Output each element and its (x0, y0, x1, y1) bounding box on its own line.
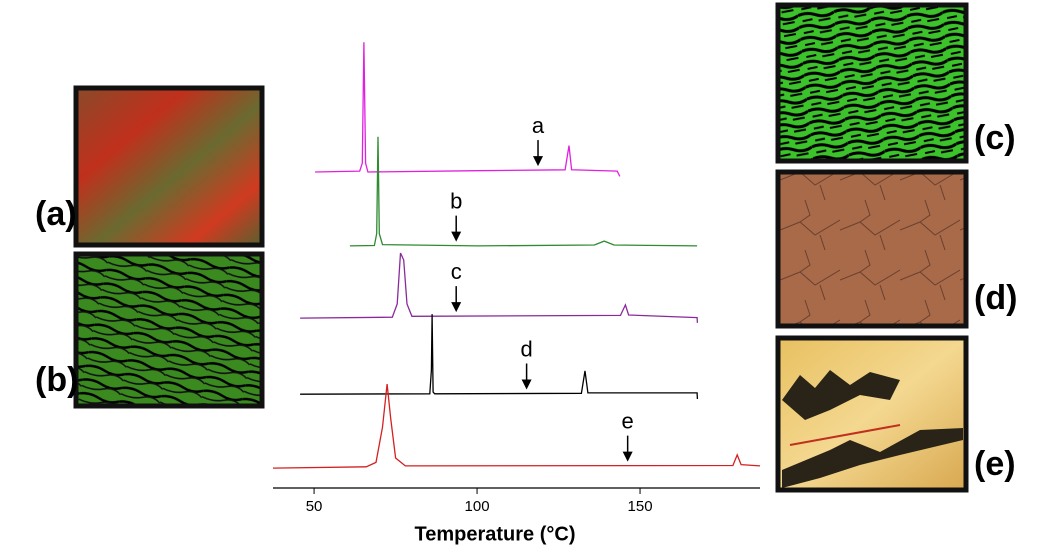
trace (349, 136, 698, 247)
trace (272, 384, 761, 469)
annotation-arrowhead (533, 156, 544, 167)
annotation-label: a (532, 113, 545, 138)
trace (300, 252, 699, 323)
x-axis-label: Temperature (°C) (415, 523, 576, 545)
annotation-arrowhead (622, 451, 633, 462)
micrograph-c (775, 2, 969, 164)
annotation-label: d (520, 336, 532, 361)
annotation-label: e (622, 408, 634, 433)
panel-label: (a) (35, 195, 77, 233)
micrograph-a (73, 85, 265, 248)
annotation-arrowhead (451, 231, 462, 242)
trace (300, 314, 699, 400)
micrograph-b (73, 251, 265, 409)
panel-label: (d) (974, 279, 1017, 317)
annotation-arrowhead (521, 379, 532, 390)
panel-label: (e) (974, 445, 1016, 483)
annotation-arrowhead (451, 302, 462, 313)
panel-label: (b) (35, 361, 78, 399)
annotation-label: b (450, 188, 462, 213)
x-tick-label: 50 (306, 498, 323, 515)
trace (315, 42, 621, 177)
micrograph-d (775, 169, 969, 329)
panel-label: (c) (974, 119, 1016, 157)
annotation-label: c (451, 259, 462, 284)
x-tick-label: 150 (628, 498, 653, 515)
micrograph-e (775, 335, 969, 493)
x-tick-label: 100 (465, 498, 490, 515)
